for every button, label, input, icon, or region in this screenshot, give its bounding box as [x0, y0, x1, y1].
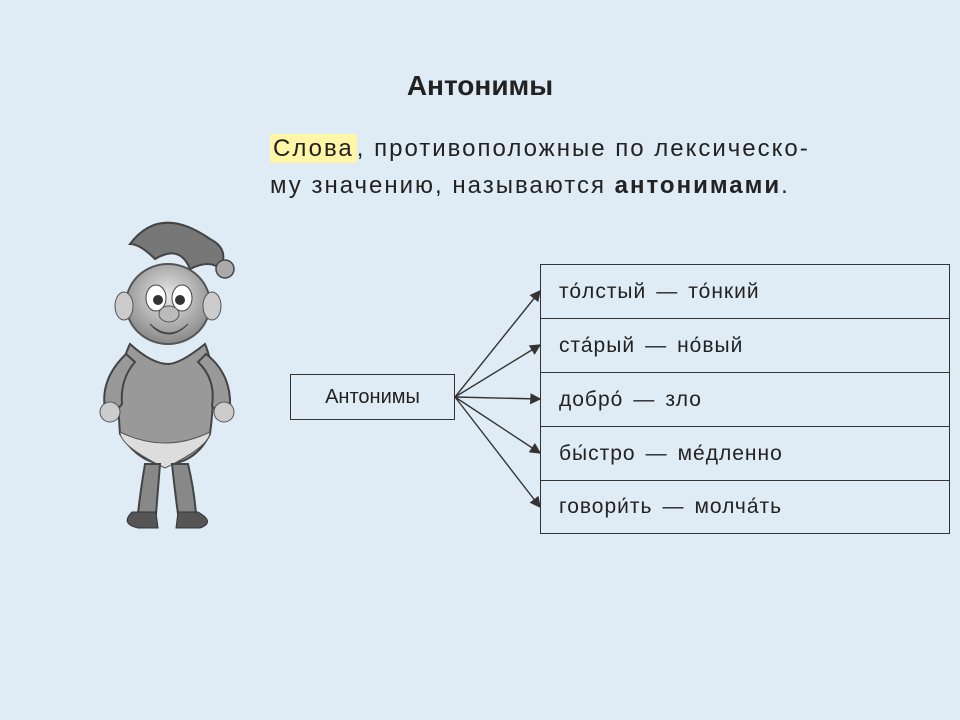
- page-title: Антонимы: [60, 70, 900, 102]
- pair-dash: —: [652, 495, 694, 519]
- pair-right: молча́ть: [694, 495, 782, 519]
- pair-left: бы́стро: [559, 442, 636, 466]
- page: Антонимы Слова, противоположные по лекси…: [0, 0, 960, 720]
- pair-row: бы́стро—ме́дленно: [540, 426, 950, 480]
- pair-right: зло: [665, 388, 702, 412]
- def-term: антонимами: [615, 172, 781, 199]
- source-label: Антонимы: [325, 386, 420, 409]
- definition-text: Слова, противоположные по лексическо- му…: [60, 130, 900, 204]
- pair-right: ме́дленно: [678, 442, 783, 466]
- pair-left: добро́: [559, 388, 623, 412]
- pair-dash: —: [636, 442, 678, 466]
- pair-left: говори́ть: [559, 495, 652, 519]
- pair-row: то́лстый—то́нкий: [540, 264, 950, 318]
- def-part2: му значению, называются: [270, 172, 615, 199]
- highlighted-word: Слова: [270, 134, 357, 163]
- gnome-illustration: [60, 214, 270, 534]
- pairs-column: то́лстый—то́нкийста́рый—но́выйдобро́—зло…: [540, 264, 950, 534]
- def-part1: , противоположные по лексическо-: [357, 135, 810, 162]
- def-dot: .: [781, 172, 790, 199]
- pair-right: но́вый: [677, 334, 743, 358]
- pair-row: ста́рый—но́вый: [540, 318, 950, 372]
- arrows-svg: [455, 264, 545, 534]
- pair-left: ста́рый: [559, 334, 635, 358]
- pair-dash: —: [646, 280, 688, 304]
- pair-right: то́нкий: [688, 280, 759, 304]
- source-box: Антонимы: [290, 374, 455, 420]
- diagram: Антонимы то́лстый—то́нкийста́рый—но́выйд…: [60, 244, 900, 584]
- pair-dash: —: [623, 388, 665, 412]
- pair-row: добро́—зло: [540, 372, 950, 426]
- pair-dash: —: [635, 334, 677, 358]
- pair-left: то́лстый: [559, 280, 646, 304]
- pair-row: говори́ть—молча́ть: [540, 480, 950, 534]
